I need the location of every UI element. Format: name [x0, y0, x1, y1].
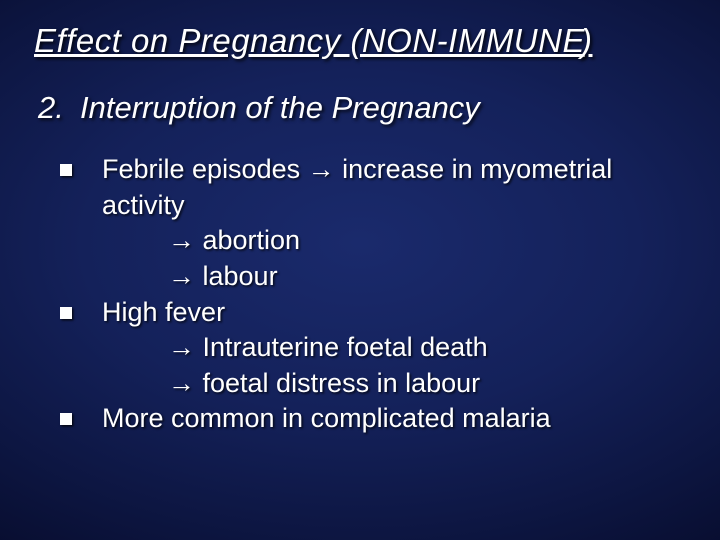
bullet-main: Febrile episodes → increase in myometria… [102, 154, 612, 220]
bullet-sub: → foetal distress in labour [102, 366, 692, 402]
list-item: High fever → Intrauterine foetal death →… [40, 295, 692, 402]
slide-subtitle: 2.Interruption of the Pregnancy [38, 90, 692, 126]
bullet-sub: → labour [102, 259, 692, 295]
subtitle-text: Interruption of the Pregnancy [80, 90, 480, 125]
bullet-sub: → abortion [102, 223, 692, 259]
bullet-main: High fever [102, 297, 225, 327]
subtitle-number: 2. [38, 90, 80, 126]
list-item: Febrile episodes → increase in myometria… [40, 152, 692, 295]
title-close-paren: ) [581, 22, 593, 59]
bullet-sub: → Intrauterine foetal death [102, 330, 692, 366]
bullet-list: Febrile episodes → increase in myometria… [40, 152, 692, 437]
title-main: Effect on Pregnancy (NON-IMMUNE [34, 22, 585, 59]
bullet-main: More common in complicated malaria [102, 403, 551, 433]
list-item: More common in complicated malaria [40, 401, 692, 437]
slide-title: Effect on Pregnancy (NON-IMMUNE) [34, 22, 692, 60]
slide: Effect on Pregnancy (NON-IMMUNE) 2.Inter… [0, 0, 720, 540]
